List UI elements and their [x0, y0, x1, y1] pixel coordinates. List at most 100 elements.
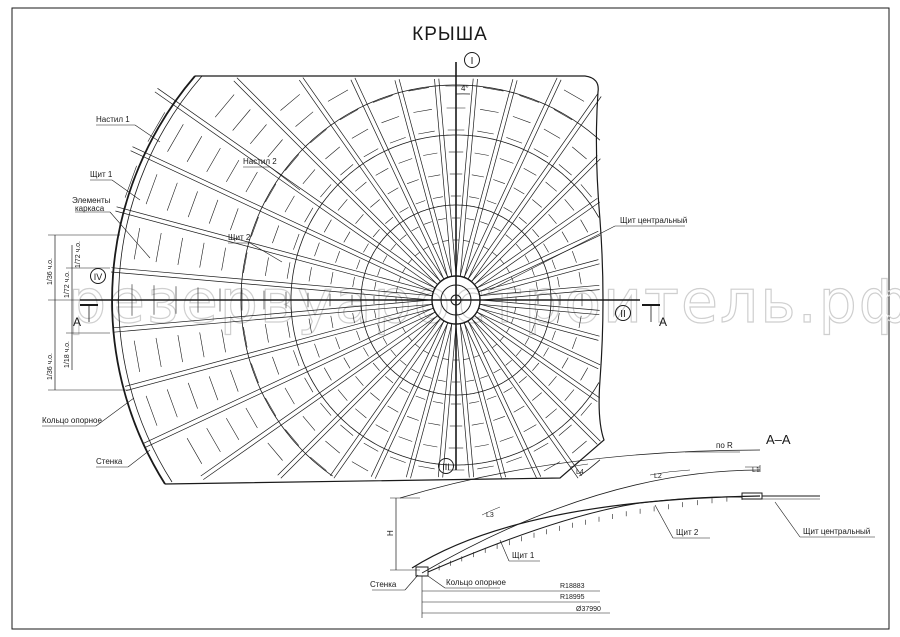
deck-purlins: [124, 85, 592, 472]
deck-purlin: [553, 109, 573, 121]
radial-rib: [280, 318, 441, 479]
deck-purlin: [352, 276, 355, 287]
deck-purlin: [471, 422, 484, 426]
deck-purlin: [285, 429, 300, 446]
deck-purlin: [214, 94, 235, 118]
deck-purlin: [355, 214, 364, 224]
deck-purlin: [167, 124, 184, 152]
deck-purlin: [483, 350, 489, 354]
deck-purlin: [466, 379, 475, 382]
radial-rib: [467, 320, 579, 479]
deck-purlin: [286, 262, 291, 279]
deck-purlin: [387, 187, 399, 195]
deck-purlin: [532, 199, 542, 208]
deck-purlin: [469, 401, 480, 404]
radial-rib: [480, 289, 600, 301]
radial-rib: [459, 323, 475, 478]
deck-purlin: [356, 330, 361, 341]
deck-purlin: [396, 286, 398, 293]
deck-purlin: [166, 182, 178, 211]
angle-mark: 4°: [461, 84, 469, 93]
deck-purlin: [463, 240, 470, 242]
deck-purlin: [493, 226, 501, 232]
deck-purlin: [308, 318, 312, 333]
deck-purlin: [415, 200, 426, 205]
deck-purlin: [399, 207, 409, 213]
deck-purlin: [411, 368, 419, 374]
deck-purlin: [432, 355, 439, 358]
deck-purlin: [145, 174, 158, 205]
deck-purlin: [578, 272, 582, 285]
deck-purlin: [486, 395, 497, 400]
deck-purlin: [418, 130, 435, 135]
deck-purlin: [377, 324, 381, 332]
radial-rib: [479, 303, 600, 337]
deck-purlin: [463, 358, 470, 360]
deck-purlin: [561, 357, 569, 369]
deck-purlin: [251, 363, 259, 384]
deck-purlin: [337, 389, 348, 401]
label-l2: L2: [654, 473, 662, 480]
label-l3: L3: [486, 512, 494, 519]
label-section-shchit-central: Щит центральный: [803, 527, 870, 536]
deck-purlin: [400, 234, 407, 241]
deck-purlin: [199, 242, 205, 268]
deck-purlin: [557, 276, 560, 287]
radial-rib: [463, 322, 507, 478]
central-shield-core: [450, 294, 462, 306]
deck-purlin: [340, 164, 354, 176]
deck-purlin: [187, 382, 198, 409]
deck-purlin: [432, 242, 439, 245]
deck-purlin: [314, 242, 320, 257]
deck-purlin: [442, 358, 449, 360]
deck-purlin: [428, 174, 441, 178]
deck-purlin: [424, 375, 432, 379]
deck-purlin: [232, 109, 251, 131]
deck-purlin: [352, 313, 355, 324]
deck-purlin: [320, 184, 332, 198]
radial-rib: [333, 320, 445, 479]
label-section-shchit-1: Щит 1: [512, 551, 535, 560]
roof-rib-bottom: [427, 496, 743, 573]
dim-l1-line: [745, 465, 761, 472]
support-ring-section: [415, 566, 429, 577]
deck-purlin: [572, 146, 587, 160]
deck-purlin: [514, 307, 516, 314]
deck-purlin: [355, 376, 364, 386]
deck-purlin: [580, 402, 592, 416]
deck-purlin: [519, 95, 540, 103]
deck-purlin: [389, 137, 406, 144]
deck-purlin: [389, 456, 406, 463]
deck-purlin: [186, 136, 203, 162]
radial-rib: [111, 267, 433, 297]
deck-purlin: [230, 369, 239, 392]
radial-rib: [463, 77, 558, 278]
deck-purlin: [124, 165, 137, 198]
deck-purlin: [558, 424, 572, 436]
deck-purlin: [564, 389, 575, 401]
radial-rib: [354, 77, 449, 278]
deck-purlin: [402, 327, 406, 333]
label-shchit-2: Щит 2: [228, 233, 251, 242]
deck-purlin: [330, 315, 334, 328]
radial-rib: [479, 284, 600, 297]
radial-rib: [478, 259, 599, 293]
deck-purlin: [390, 244, 397, 251]
radial-rib: [479, 303, 600, 316]
deck-purlin: [304, 207, 314, 223]
deck-purlin: [398, 317, 401, 324]
radial-rib: [467, 79, 562, 280]
deck-purlin: [351, 128, 369, 139]
dim-1-18: 1/18 ч.о.: [64, 341, 71, 368]
deck-purlin: [512, 116, 531, 124]
deck-purlin: [543, 128, 561, 139]
axis-mark-right-circle: [615, 305, 631, 321]
deck-purlin: [531, 268, 535, 276]
deck-purlin: [355, 181, 367, 192]
deck-purlin: [551, 330, 556, 341]
deck-purlin: [533, 148, 549, 158]
deck-purlin: [515, 244, 522, 251]
deck-purlin: [396, 307, 398, 314]
deck-purlin: [506, 456, 523, 463]
deck-purlin: [561, 231, 569, 243]
